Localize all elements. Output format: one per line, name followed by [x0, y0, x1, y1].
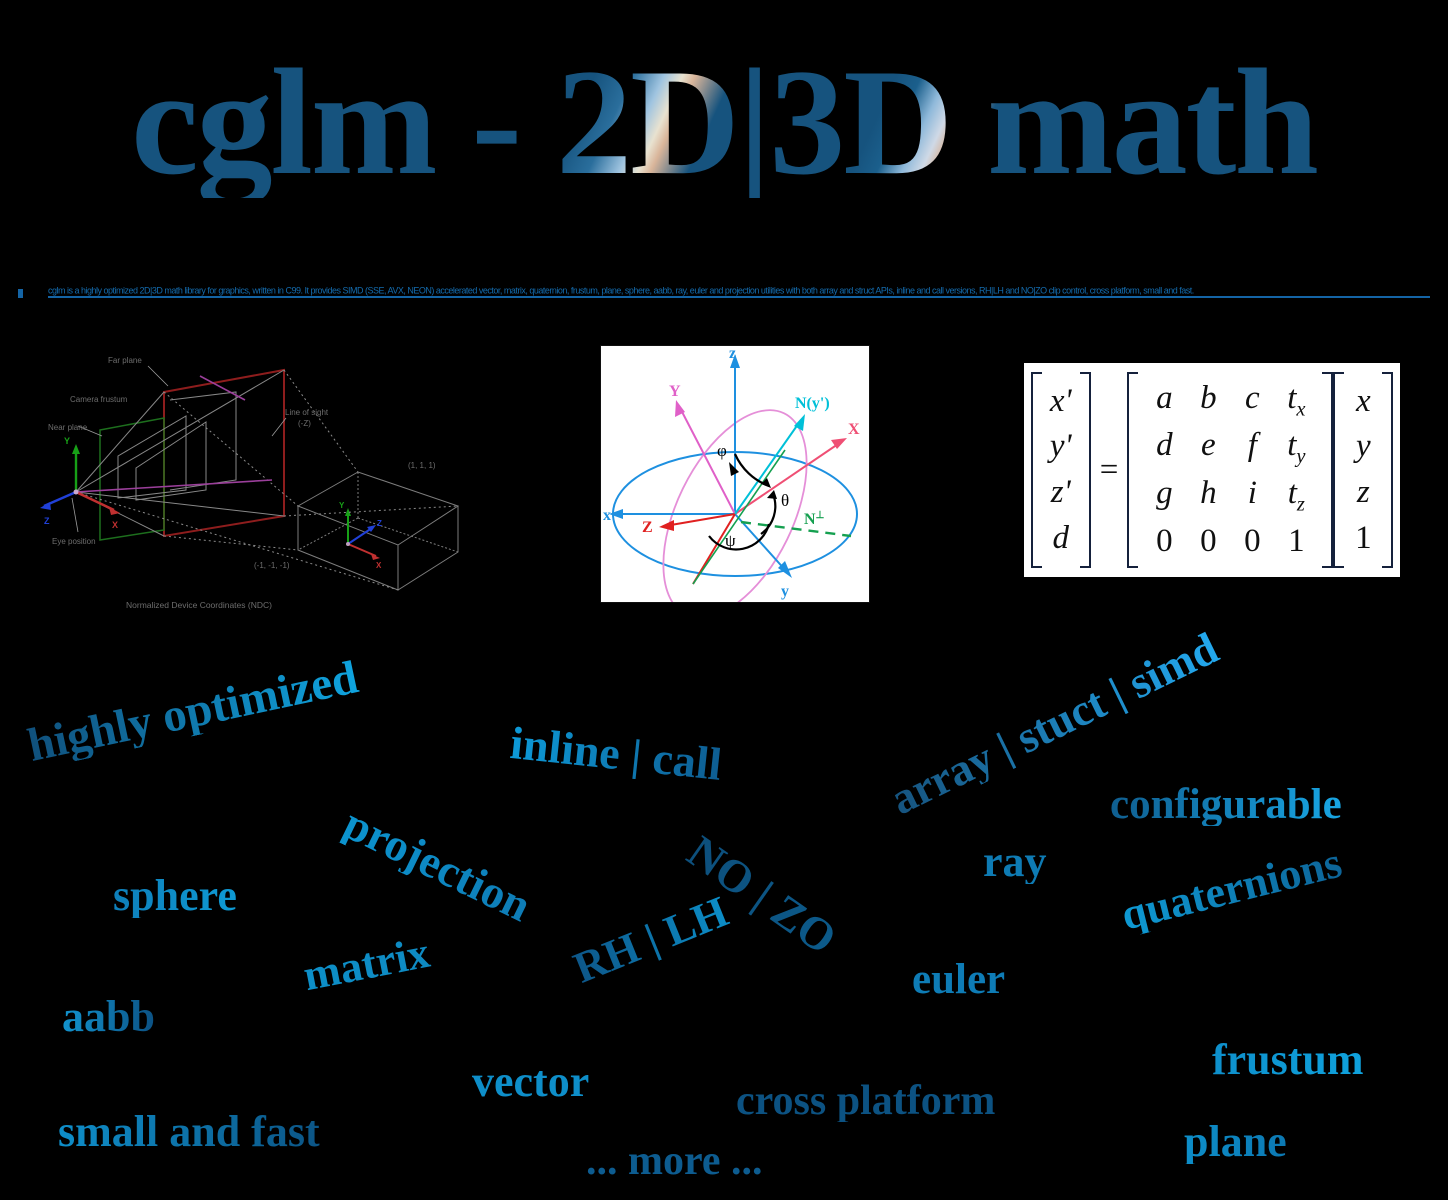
matrix-cell: e [1200, 427, 1216, 464]
label-ndc-max: (1, 1, 1) [408, 461, 436, 470]
label-euler-Z-body: Z [642, 519, 653, 536]
label-eye-position: Eye position [52, 537, 96, 546]
subtitle-micro-text: cglm is a highly optimized 2D|3D math li… [48, 285, 1194, 296]
label-axis-z: Z [44, 516, 50, 526]
input-cell: 1 [1355, 519, 1372, 556]
label-euler-X-body: X [848, 421, 860, 438]
label-euler-y-fixed: y [781, 583, 789, 600]
matrix-cell: 0 [1200, 522, 1217, 559]
bracket-right-result [1079, 371, 1091, 569]
word-cloud-item: small and fast [58, 1107, 320, 1156]
matrix-cell: i [1247, 475, 1257, 512]
label-euler-Y-body: Y [669, 383, 681, 400]
matrix-cell: 0 [1156, 522, 1173, 559]
matrix-equation: x' y' z' d = a b c tx d e f ty g h i tz 0 0 0 1 x y z 1 [1030, 371, 1394, 569]
label-ndc-y: Y [339, 501, 345, 510]
word-cloud-item: projection [335, 797, 539, 932]
word-cloud-item: ray [983, 837, 1047, 886]
result-cell: y' [1049, 428, 1072, 465]
bracket-left-matrix [1127, 371, 1139, 569]
frustum-diagram-svg: Far plane Camera frustum Near plane Line… [40, 356, 460, 610]
word-cloud-item: configurable [1110, 781, 1342, 828]
subtitle-divider-rule [48, 296, 1430, 298]
page-title: cglm - 2D|3D math [131, 38, 1319, 206]
result-cell: d [1052, 519, 1069, 556]
subtitle-strip: cglm is a highly optimized 2D|3D math li… [18, 285, 1430, 299]
label-axis-y: Y [64, 436, 70, 446]
transform-matrix: a b c tx d e f ty g h i tz 0 0 0 1 [1138, 372, 1322, 569]
equals-sign: = [1099, 451, 1119, 488]
word-cloud-item: vector [472, 1057, 590, 1106]
label-euler-x-fixed: x [603, 507, 611, 524]
frustum-figure: Far plane Camera frustum Near plane Line… [40, 340, 490, 620]
word-cloud-item: highly optimized [23, 651, 363, 772]
result-cell: x' [1049, 382, 1072, 419]
word-cloud-item: sphere [113, 871, 237, 920]
label-ndc-x: X [376, 561, 382, 570]
bracket-left-result [1030, 371, 1042, 569]
matrix-cell: f [1247, 427, 1257, 464]
word-cloud-item: quaternions [1116, 837, 1347, 940]
matrix-cell: a [1156, 379, 1173, 416]
matrix-cell: 1 [1288, 522, 1305, 559]
label-ndc-z: Z [377, 519, 382, 528]
matrix-cell: tx [1287, 379, 1306, 421]
matrix-cell: c [1244, 379, 1260, 416]
matrix-cell: h [1200, 475, 1217, 512]
label-axis-x: X [112, 520, 118, 530]
label-ndc-caption: Normalized Device Coordinates (NDC) [126, 600, 272, 610]
input-cell: y [1355, 428, 1371, 465]
word-cloud-item: cross platform [736, 1078, 996, 1124]
input-vector: x y z 1 [1344, 375, 1382, 565]
label-near-plane: Near plane [48, 423, 88, 432]
input-cell: x [1355, 382, 1371, 419]
result-cell: z' [1050, 474, 1071, 510]
euler-angles-svg: z x y Y X Z N(y') N⊥ φ θ ψ [601, 345, 869, 619]
label-euler-phi: φ [717, 441, 727, 460]
label-euler-theta: θ [781, 491, 789, 510]
input-cell: z [1356, 474, 1370, 510]
label-euler-node-line: N(y') [795, 395, 830, 412]
label-line-of-sight-axis: (-Z) [298, 419, 311, 428]
word-cloud-item: euler [912, 956, 1006, 1003]
subtitle-bullet-marker [18, 289, 23, 298]
matrix-cell: ty [1287, 427, 1306, 468]
label-line-of-sight: Line of sight [285, 408, 329, 417]
word-cloud-item: inline | call [507, 717, 725, 790]
matrix-cell: g [1156, 475, 1173, 512]
word-cloud-item: ... more ... [586, 1138, 763, 1184]
word-cloud-item: plane [1184, 1117, 1287, 1166]
label-euler-psi: ψ [725, 531, 736, 550]
bracket-left-input [1333, 371, 1345, 569]
matrix-cell: b [1200, 379, 1217, 416]
bracket-right-matrix [1322, 371, 1334, 569]
matrix-cell: tz [1287, 475, 1305, 516]
matrix-cell: 0 [1244, 522, 1261, 559]
bracket-right-input [1382, 371, 1394, 569]
word-cloud-item: RH | LH [566, 886, 735, 993]
page-title-container: cglm - 2D|3D math [0, 46, 1448, 198]
matrix-cell: d [1156, 427, 1173, 464]
label-ndc-min: (-1, -1, -1) [254, 561, 290, 570]
word-cloud-item: frustum [1212, 1035, 1364, 1084]
label-euler-z-fixed: z [729, 346, 736, 362]
label-camera-frustum: Camera frustum [70, 395, 128, 404]
label-far-plane: Far plane [108, 356, 142, 365]
word-cloud-item: aabb [62, 992, 155, 1041]
matrix-figure: x' y' z' d = a b c tx d e f ty g h i tz 0 0 0 1 x y z 1 [1024, 363, 1400, 577]
word-cloud-item: matrix [299, 927, 434, 1001]
result-vector: x' y' z' d [1042, 375, 1080, 565]
euler-figure: z x y Y X Z N(y') N⊥ φ θ ψ [600, 345, 870, 619]
